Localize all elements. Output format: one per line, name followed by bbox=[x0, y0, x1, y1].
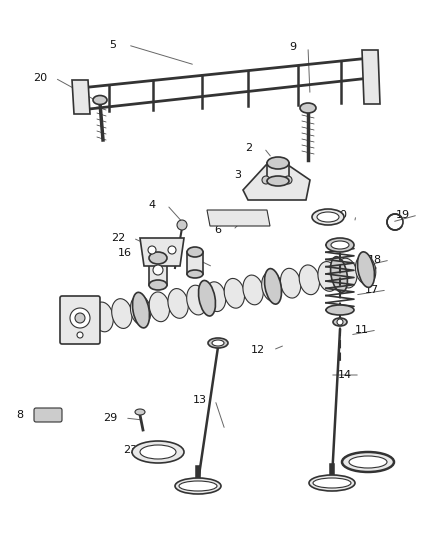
Text: 10: 10 bbox=[334, 210, 348, 220]
Text: 6: 6 bbox=[215, 225, 222, 235]
Ellipse shape bbox=[149, 252, 167, 264]
Ellipse shape bbox=[93, 95, 107, 104]
Ellipse shape bbox=[112, 298, 132, 328]
Ellipse shape bbox=[299, 265, 320, 295]
Ellipse shape bbox=[212, 340, 224, 346]
Text: 17: 17 bbox=[365, 285, 379, 295]
Text: 29: 29 bbox=[103, 413, 117, 423]
Ellipse shape bbox=[265, 269, 282, 304]
Polygon shape bbox=[207, 210, 270, 226]
Polygon shape bbox=[362, 50, 380, 104]
Circle shape bbox=[168, 246, 176, 254]
Text: 1: 1 bbox=[78, 303, 85, 313]
Ellipse shape bbox=[331, 241, 349, 249]
Ellipse shape bbox=[187, 270, 203, 278]
Ellipse shape bbox=[267, 176, 289, 186]
Ellipse shape bbox=[280, 268, 301, 298]
Text: 15: 15 bbox=[368, 453, 382, 463]
Ellipse shape bbox=[326, 238, 354, 252]
Ellipse shape bbox=[342, 452, 394, 472]
Circle shape bbox=[262, 176, 270, 184]
Circle shape bbox=[153, 265, 163, 275]
Text: 16: 16 bbox=[118, 248, 132, 258]
Text: 8: 8 bbox=[17, 410, 24, 420]
Ellipse shape bbox=[175, 478, 221, 494]
Text: 7: 7 bbox=[170, 250, 177, 260]
Circle shape bbox=[70, 308, 90, 328]
Text: 2: 2 bbox=[245, 143, 253, 153]
FancyBboxPatch shape bbox=[60, 296, 100, 344]
Ellipse shape bbox=[357, 252, 374, 287]
Ellipse shape bbox=[149, 292, 170, 322]
Ellipse shape bbox=[309, 475, 355, 491]
Polygon shape bbox=[140, 238, 184, 266]
Ellipse shape bbox=[333, 318, 347, 326]
Ellipse shape bbox=[243, 275, 263, 305]
Text: 13: 13 bbox=[193, 395, 207, 405]
Ellipse shape bbox=[312, 209, 344, 225]
Polygon shape bbox=[72, 80, 90, 114]
Ellipse shape bbox=[149, 280, 167, 290]
Ellipse shape bbox=[267, 157, 289, 169]
Ellipse shape bbox=[326, 305, 354, 315]
FancyBboxPatch shape bbox=[34, 408, 62, 422]
Polygon shape bbox=[149, 258, 167, 285]
Text: 3: 3 bbox=[234, 170, 241, 180]
Ellipse shape bbox=[337, 258, 357, 288]
Ellipse shape bbox=[179, 481, 217, 491]
Text: 11: 11 bbox=[355, 325, 369, 335]
Text: 4: 4 bbox=[148, 200, 155, 210]
Polygon shape bbox=[243, 165, 310, 200]
Ellipse shape bbox=[318, 262, 338, 292]
Ellipse shape bbox=[317, 212, 339, 222]
Ellipse shape bbox=[78, 302, 95, 337]
Text: 19: 19 bbox=[396, 210, 410, 220]
Ellipse shape bbox=[331, 257, 347, 292]
Ellipse shape bbox=[355, 255, 376, 285]
Ellipse shape bbox=[300, 103, 316, 113]
Ellipse shape bbox=[349, 456, 387, 468]
Ellipse shape bbox=[74, 305, 95, 335]
Polygon shape bbox=[187, 252, 203, 274]
Ellipse shape bbox=[208, 338, 228, 348]
Ellipse shape bbox=[168, 288, 188, 318]
Circle shape bbox=[148, 246, 156, 254]
Text: 22: 22 bbox=[111, 233, 125, 243]
Circle shape bbox=[77, 332, 83, 338]
Text: 9: 9 bbox=[290, 42, 297, 52]
Ellipse shape bbox=[132, 441, 184, 463]
Ellipse shape bbox=[133, 292, 149, 328]
Text: 18: 18 bbox=[368, 255, 382, 265]
Ellipse shape bbox=[93, 302, 113, 332]
Ellipse shape bbox=[187, 285, 207, 315]
Ellipse shape bbox=[187, 247, 203, 257]
Text: 23: 23 bbox=[123, 445, 137, 455]
Ellipse shape bbox=[198, 280, 215, 316]
Text: 14: 14 bbox=[338, 370, 352, 380]
Polygon shape bbox=[267, 163, 289, 181]
Text: 12: 12 bbox=[251, 345, 265, 355]
Ellipse shape bbox=[313, 478, 351, 488]
Ellipse shape bbox=[224, 278, 244, 308]
Circle shape bbox=[284, 176, 292, 184]
Ellipse shape bbox=[135, 409, 145, 415]
Circle shape bbox=[75, 313, 85, 323]
Ellipse shape bbox=[261, 272, 282, 302]
Text: 5: 5 bbox=[110, 40, 117, 50]
Circle shape bbox=[177, 220, 187, 230]
Text: 20: 20 bbox=[33, 73, 47, 83]
Ellipse shape bbox=[205, 282, 226, 312]
Ellipse shape bbox=[140, 445, 176, 459]
Circle shape bbox=[337, 319, 343, 325]
Ellipse shape bbox=[131, 295, 151, 325]
